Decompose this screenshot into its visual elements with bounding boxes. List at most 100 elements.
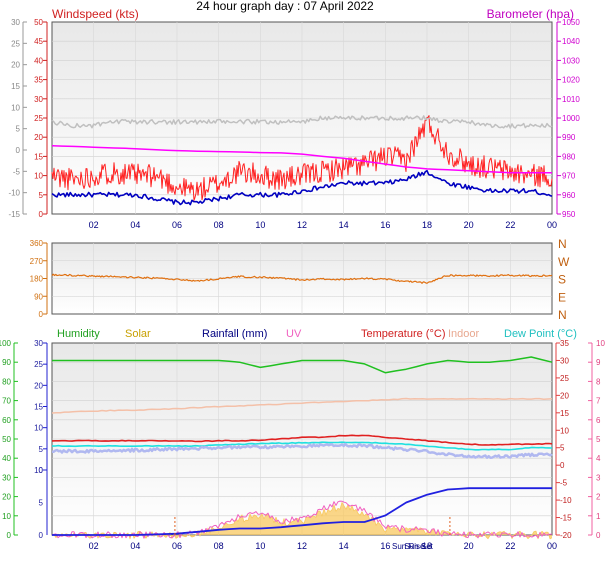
rain-tick-label: 0 <box>39 531 44 540</box>
x-tick-label: 08 <box>214 541 224 551</box>
x-tick-label: 10 <box>255 220 265 230</box>
compass-tick-label: N <box>558 237 567 251</box>
outer-left-tick-label: 20 <box>11 61 20 70</box>
wind-tick-label: 10 <box>34 172 43 181</box>
direction-tick-label: 180 <box>30 275 44 284</box>
wind-tick-label: 0 <box>39 210 44 219</box>
humidity-tick-label: 50 <box>2 435 11 444</box>
wind-tick-label: 35 <box>34 76 43 85</box>
x-tick-label: 16 <box>380 220 390 230</box>
direction-tick-label: 360 <box>30 239 44 248</box>
outer-left-tick-label: 25 <box>11 39 20 48</box>
uv-tick-label: 10 <box>596 339 605 348</box>
outer-left-tick-label: -10 <box>8 189 20 198</box>
temp-tick-label: 5 <box>560 444 565 453</box>
humidity-tick-label: 90 <box>2 358 11 367</box>
solar-label: Solar <box>125 328 151 340</box>
uv-tick-label: 4 <box>596 454 601 463</box>
baro-axis-label: Barometer (hpa) <box>487 7 574 21</box>
solar-tick-label: 5 <box>39 445 44 454</box>
x-tick-label: 18 <box>422 220 432 230</box>
temperature-line <box>51 434 553 446</box>
humidity-tick-label: 80 <box>2 377 11 386</box>
temp-tick-label: 30 <box>560 356 569 365</box>
temp-tick-label: 10 <box>560 426 569 435</box>
uv-tick-label: 6 <box>596 416 601 425</box>
outer-left-tick-label: 10 <box>11 103 20 112</box>
baro-tick-label: 1000 <box>562 114 580 123</box>
baro-tick-label: 970 <box>562 172 576 181</box>
chart-title: 24 hour graph day : 07 April 2022 <box>196 0 374 13</box>
x-tick-label: 14 <box>339 541 349 551</box>
baro-tick-label: 960 <box>562 191 576 200</box>
wind-grey-line <box>51 115 553 129</box>
humidity-line <box>52 356 553 374</box>
wind-tick-label: 5 <box>39 191 44 200</box>
wind-average-line <box>51 169 553 206</box>
wind-tick-label: 40 <box>34 56 43 65</box>
dew-point-label: Dew Point (°C) <box>504 328 577 340</box>
barometer-line <box>51 145 552 174</box>
humidity-tick-label: 100 <box>0 339 12 348</box>
uv-label: UV <box>286 328 302 340</box>
humidity-tick-label: 30 <box>2 473 11 482</box>
solar-line <box>51 502 553 540</box>
wind-tick-label: 25 <box>34 114 43 123</box>
x-tick-label: 04 <box>130 541 140 551</box>
uv-tick-label: 2 <box>596 493 601 502</box>
baro-tick-label: 990 <box>562 133 576 142</box>
sunset-label: Sun Set <box>404 542 433 551</box>
temp-tick-label: 20 <box>560 391 569 400</box>
x-tick-label: 20 <box>464 220 474 230</box>
direction-tick-label: 270 <box>30 257 44 266</box>
rainfall-label: Rainfall (mm) <box>202 328 267 340</box>
humidity-tick-label: 20 <box>2 493 11 502</box>
outer-left-tick-label: 15 <box>11 82 20 91</box>
x-tick-label: 10 <box>255 541 265 551</box>
x-tick-label: 06 <box>172 220 182 230</box>
baro-tick-label: 1050 <box>562 18 580 27</box>
indoor-label: Indoor <box>448 328 480 340</box>
humidity-tick-label: 10 <box>2 512 11 521</box>
solar-line-area <box>52 502 552 539</box>
uv-tick-label: 1 <box>596 512 601 521</box>
dew-shade-line <box>51 442 553 459</box>
humidity-tick-label: 60 <box>2 416 11 425</box>
wind-direction-line <box>51 273 553 284</box>
wind-axis-label: Windspeed (kts) <box>52 7 139 21</box>
x-tick-label: 02 <box>89 541 99 551</box>
uv-tick-label: 9 <box>596 358 601 367</box>
solar-tick-label: 0 <box>39 466 44 475</box>
solar-tick-label: 25 <box>34 360 43 369</box>
indoor-line <box>51 397 553 414</box>
compass-tick-label: S <box>558 273 566 287</box>
uv-tick-label: 7 <box>596 397 601 406</box>
baro-tick-label: 1030 <box>562 56 580 65</box>
outer-left-tick-label: 0 <box>16 146 21 155</box>
x-tick-label: 12 <box>297 541 307 551</box>
x-tick-label: 20 <box>464 541 474 551</box>
dew-point-line <box>51 441 553 451</box>
x-tick-label: 16 <box>380 541 390 551</box>
humidity-tick-label: 0 <box>7 531 12 540</box>
sunrise-label: Sun Rise <box>392 542 425 551</box>
x-tick-label: 12 <box>297 220 307 230</box>
temp-tick-label: 15 <box>560 409 569 418</box>
temp-tick-label: 25 <box>560 374 569 383</box>
humidity-tick-label: 70 <box>2 397 11 406</box>
x-tick-label: 00 <box>547 541 557 551</box>
outer-left-tick-label: 5 <box>16 125 21 134</box>
baro-tick-label: 950 <box>562 210 576 219</box>
uv-tick-label: 0 <box>596 531 601 540</box>
solar-tick-label: 10 <box>34 424 43 433</box>
wind-tick-label: 20 <box>34 133 43 142</box>
compass-tick-label: N <box>558 308 567 322</box>
direction-tick-label: 90 <box>34 292 43 301</box>
temp-tick-label: 35 <box>560 339 569 348</box>
temp-tick-label: -15 <box>560 514 572 523</box>
temp-tick-label: -5 <box>560 479 568 488</box>
temp-tick-label: -20 <box>560 531 572 540</box>
outer-left-tick-label: -15 <box>8 210 20 219</box>
baro-tick-label: 980 <box>562 152 576 161</box>
